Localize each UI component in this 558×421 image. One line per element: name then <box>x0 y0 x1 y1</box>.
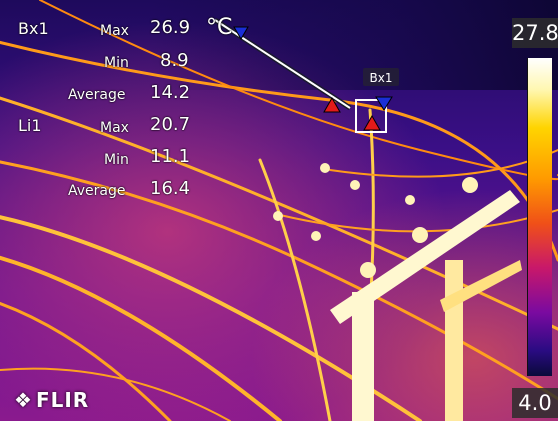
bx1-avg-label: Average <box>68 87 126 103</box>
li1-max-value: 20.7 <box>150 114 191 135</box>
power-line <box>0 301 172 421</box>
red-triangle-icon <box>363 114 381 131</box>
bx1-min-value: 8.9 <box>160 50 189 71</box>
scale-max-value: 27.8 <box>512 18 558 48</box>
bx1-name: Bx1 <box>18 19 49 38</box>
blue-triangle-icon <box>233 26 249 40</box>
insulator <box>405 195 415 205</box>
measurement-box-bx1: Bx1 <box>355 68 399 133</box>
insulator <box>462 177 478 193</box>
bx1-avg-value: 14.2 <box>150 82 191 103</box>
insulator <box>320 163 330 173</box>
power-line <box>0 215 422 421</box>
insulator <box>350 180 360 190</box>
flir-logo-text: FLIR <box>35 388 90 412</box>
bx1-min-label: Min <box>104 55 129 71</box>
crossarm <box>330 190 520 324</box>
power-line <box>258 158 332 421</box>
flir-mark-icon: ❖ <box>14 388 33 412</box>
cold-sky-area <box>150 0 558 90</box>
pole <box>445 260 463 421</box>
li1-min-value: 11.1 <box>150 146 191 167</box>
color-scale-bar <box>527 58 552 376</box>
utility-pole <box>330 190 522 421</box>
li1-avg-value: 16.4 <box>150 178 191 199</box>
insulator <box>412 227 428 243</box>
blue-triangle-icon <box>375 96 393 111</box>
flir-logo: ❖ FLIR <box>14 388 89 412</box>
insulator <box>273 211 283 221</box>
insulators <box>273 163 478 278</box>
temperature-unit: °C <box>206 15 233 40</box>
li1-max-label: Max <box>100 120 129 136</box>
li1-name: Li1 <box>18 116 42 135</box>
power-line <box>0 255 282 421</box>
bx1-max-label: Max <box>100 23 129 39</box>
insulator <box>311 231 321 241</box>
red-triangle-icon <box>323 96 341 113</box>
box-label: Bx1 <box>370 71 393 85</box>
li1-min-label: Min <box>104 152 129 168</box>
crossarm <box>440 260 522 312</box>
markers <box>233 26 393 131</box>
li1-avg-label: Average <box>68 183 126 199</box>
power-line <box>0 160 558 401</box>
power-line <box>0 40 558 262</box>
insulator <box>360 262 376 278</box>
pole <box>352 292 374 421</box>
bx1-max-value: 26.9 <box>150 17 191 38</box>
scale-min-value: 4.0 <box>512 388 558 418</box>
power-line <box>0 367 231 421</box>
measurement-line-li1 <box>213 17 352 111</box>
